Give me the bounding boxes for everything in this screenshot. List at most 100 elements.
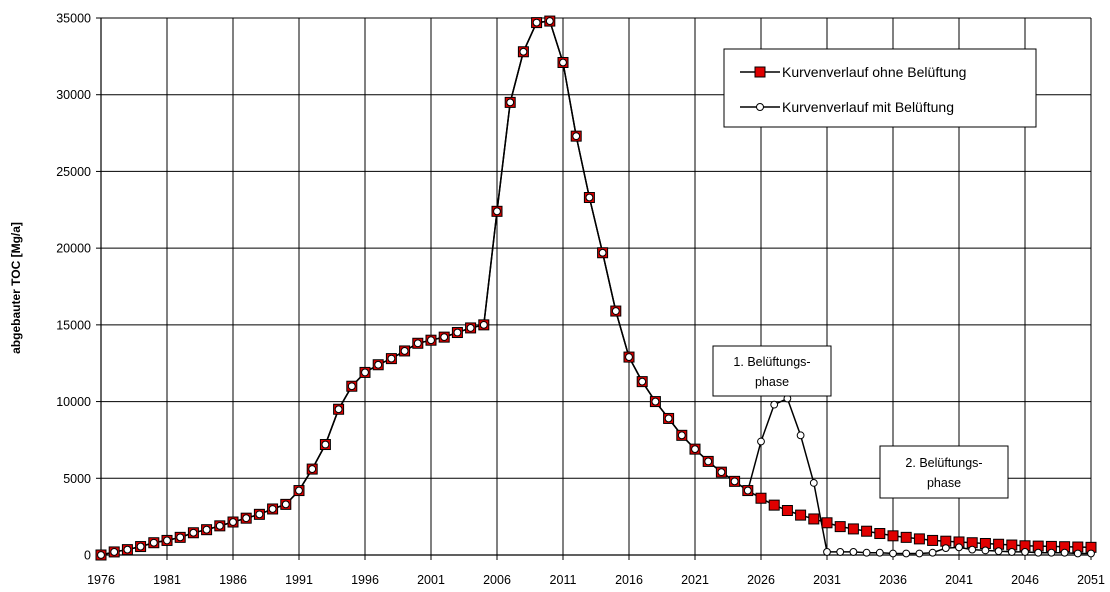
point-series-1-2033 — [847, 523, 859, 535]
annotation-phase-1-line-1: 1. Belüftungs- — [733, 355, 810, 369]
y-tick-label-1: 5000 — [63, 472, 91, 486]
legend: Kurvenverlauf ohne Belüftung Kurvenverla… — [723, 48, 1037, 128]
annotation-phase-2: 2. Belüftungs- phase — [879, 445, 1009, 499]
x-tick-label-1: 1981 — [153, 573, 181, 587]
axes — [96, 17, 1092, 560]
point-series-1-2027 — [768, 499, 780, 511]
x-tick-labels: 1976 1981 1986 1991 1996 2001 2006 2011 2016 2021… — [87, 573, 1105, 587]
point-series-2-1996 — [361, 368, 369, 377]
y-tick-label-0: 0 — [84, 549, 91, 563]
point-series-1-2034 — [861, 525, 873, 537]
point-series-2-2014 — [598, 248, 607, 257]
point-series-2-1992 — [308, 465, 317, 473]
point-series-2-2038 — [915, 549, 924, 558]
point-series-2-2034 — [862, 548, 871, 557]
point-series-2-2018 — [651, 397, 660, 406]
point-series-2-1981 — [163, 536, 171, 545]
point-series-2-1984 — [202, 525, 211, 534]
point-series-2-2019 — [664, 414, 673, 423]
point-series-2-2025 — [743, 486, 752, 495]
point-series-2-2011 — [559, 58, 567, 67]
point-series-2-2050 — [1073, 549, 1082, 558]
point-series-2-2035 — [875, 548, 884, 557]
point-series-2-1977 — [110, 548, 119, 556]
x-tick-label-14: 2046 — [1011, 573, 1039, 587]
point-series-1-2028 — [781, 505, 793, 517]
point-series-2-1987 — [242, 514, 251, 523]
y-tick-labels: 0 5000 10000 15000 20000 25000 30000 35000 — [56, 12, 91, 563]
point-series-2-2040 — [941, 544, 950, 552]
point-series-2-2002 — [440, 333, 449, 342]
point-series-2-1999 — [400, 347, 409, 355]
y-tick-label-6: 30000 — [56, 88, 91, 102]
y-tick-label-5: 25000 — [56, 165, 91, 179]
point-series-2-1998 — [387, 354, 396, 363]
point-series-2-2006 — [493, 207, 501, 216]
x-tick-label-10: 2026 — [747, 573, 775, 587]
x-tick-label-15: 2051 — [1077, 573, 1105, 587]
point-series-2-1997 — [374, 360, 383, 369]
y-tick-label-7: 35000 — [56, 12, 91, 26]
point-series-2-2042 — [968, 545, 977, 554]
x-tick-label-0: 1976 — [87, 573, 115, 587]
point-series-1-2037 — [900, 531, 912, 543]
series-line-2 — [100, 20, 1091, 556]
y-tick-label-4: 20000 — [56, 242, 91, 256]
point-series-2-2021 — [691, 445, 699, 454]
point-series-2-2020 — [677, 431, 686, 440]
point-series-2-2013 — [585, 193, 594, 202]
point-series-2-2000 — [413, 339, 422, 348]
point-series-2-2017 — [638, 377, 647, 386]
point-series-1-2030 — [808, 513, 820, 525]
point-series-2-2023 — [717, 468, 726, 477]
point-series-2-2046 — [1021, 548, 1029, 556]
point-series-2-2044 — [994, 547, 1003, 556]
point-series-2-2027 — [770, 400, 779, 409]
x-tick-label-8: 2016 — [615, 573, 643, 587]
series-markers-2 — [97, 17, 1095, 559]
point-series-2-2022 — [704, 457, 713, 466]
legend-marker-series-2 — [756, 103, 764, 111]
point-series-1-2039 — [927, 534, 939, 546]
point-series-1-2026 — [755, 492, 767, 504]
x-tick-label-5: 2001 — [417, 573, 445, 587]
legend-label-series-2: Kurvenverlauf mit Belüftung — [782, 99, 954, 115]
x-tick-label-12: 2036 — [879, 573, 907, 587]
point-series-2-2015 — [611, 307, 620, 315]
y-tick-label-2: 10000 — [56, 395, 91, 409]
point-series-1-2032 — [834, 521, 846, 533]
point-series-2-2010 — [545, 17, 554, 25]
point-series-2-2003 — [453, 328, 462, 337]
annotation-phase-2-line-1: 2. Belüftungs- — [905, 456, 982, 470]
x-tick-label-7: 2011 — [550, 573, 577, 587]
point-series-2-1978 — [123, 545, 132, 554]
point-series-2-2026 — [757, 437, 765, 446]
point-series-2-2024 — [730, 477, 739, 486]
point-series-2-1979 — [136, 542, 145, 551]
annotation-phase-2-line-2: phase — [927, 476, 961, 490]
y-tick-label-3: 15000 — [56, 318, 91, 332]
point-series-2-2001 — [427, 336, 435, 345]
annotation-phase-1-line-2: phase — [755, 375, 789, 389]
series-group — [95, 15, 1097, 561]
point-series-2-2049 — [1060, 548, 1069, 557]
point-series-2-2033 — [849, 548, 858, 556]
point-series-2-2039 — [928, 548, 937, 557]
point-series-2-1989 — [268, 505, 277, 513]
point-series-2-2029 — [796, 431, 805, 440]
annotation-phase-1: 1. Belüftungs- phase — [712, 345, 832, 397]
point-series-2-1991 — [295, 486, 303, 495]
point-series-1-2036 — [887, 530, 899, 542]
point-series-1-2031 — [821, 517, 833, 529]
x-tick-label-11: 2031 — [813, 573, 841, 587]
point-series-2-2005 — [479, 320, 488, 329]
point-series-2-2030 — [809, 478, 818, 487]
point-series-2-1985 — [215, 521, 224, 530]
point-series-2-2016 — [625, 353, 633, 361]
point-series-2-1986 — [229, 518, 237, 526]
point-series-2-2051 — [1087, 549, 1095, 558]
annotation-phase-1-box — [712, 345, 832, 397]
point-series-2-1982 — [176, 533, 185, 542]
x-tick-label-4: 1996 — [351, 573, 379, 587]
y-axis-label: abgebauter TOC [Mg/a] — [9, 222, 23, 354]
